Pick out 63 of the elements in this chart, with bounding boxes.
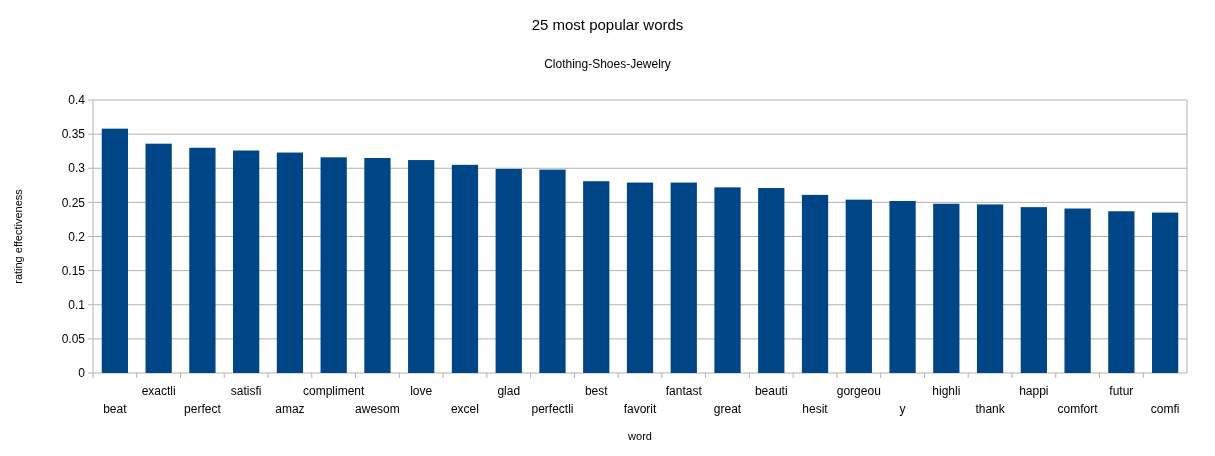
bar xyxy=(408,160,435,373)
y-tick-label: 0.25 xyxy=(61,195,86,210)
x-tick-label: favorit xyxy=(623,402,657,416)
bar xyxy=(758,188,785,373)
x-tick-label: love xyxy=(410,384,433,398)
x-tick-label: amaz xyxy=(275,402,305,416)
bar xyxy=(1064,208,1091,373)
x-tick-label: perfect xyxy=(184,402,222,416)
x-tick-label: y xyxy=(899,402,906,416)
bar xyxy=(145,143,172,373)
x-tick-label: comfi xyxy=(1150,402,1180,416)
chart-title: 25 most popular words xyxy=(531,16,684,33)
x-tick-label: happi xyxy=(1019,384,1049,398)
y-tick-label: 0.3 xyxy=(68,161,86,176)
y-tick-label: 0.05 xyxy=(61,332,86,347)
y-tick-label: 0 xyxy=(78,366,86,381)
x-tick-label: great xyxy=(713,402,742,416)
bar xyxy=(1108,211,1135,373)
x-tick-label: highli xyxy=(932,384,961,398)
bar xyxy=(933,203,960,373)
bar xyxy=(845,199,872,373)
y-tick-label: 0.15 xyxy=(61,263,86,278)
x-tick-label: thank xyxy=(975,402,1006,416)
x-tick-label: beauti xyxy=(754,384,788,398)
chart-subtitle: Clothing-Shoes-Jewelry xyxy=(544,57,671,71)
x-tick-label: exactli xyxy=(141,384,176,398)
x-tick-label: best xyxy=(584,384,609,398)
x-tick-label: satisfi xyxy=(230,384,262,398)
bar xyxy=(276,152,304,373)
bar xyxy=(583,181,610,373)
x-tick-label: futur xyxy=(1109,384,1134,398)
bar xyxy=(670,182,697,373)
bar xyxy=(451,164,479,373)
bar xyxy=(714,187,741,373)
bar xyxy=(539,169,566,373)
x-tick-label: excel xyxy=(450,402,479,416)
y-tick-label: 0.35 xyxy=(61,127,86,142)
x-tick-label: glad xyxy=(497,384,521,398)
x-tick-label: compliment xyxy=(303,384,366,398)
x-tick-label: gorgeou xyxy=(836,384,881,398)
x-tick-label: perfectli xyxy=(531,402,574,416)
bar xyxy=(364,158,391,373)
x-tick-label: fantast xyxy=(665,384,703,398)
bar xyxy=(495,168,522,373)
bar xyxy=(801,194,829,373)
y-tick-label: 0.4 xyxy=(68,93,86,108)
bar xyxy=(889,201,916,373)
bar xyxy=(1151,212,1179,373)
bar xyxy=(101,128,129,373)
bar xyxy=(976,204,1004,373)
x-tick-label: hesit xyxy=(802,402,829,416)
bar xyxy=(320,157,347,373)
x-axis-title: word xyxy=(627,430,652,442)
y-axis-title: rating effectiveness xyxy=(12,188,24,284)
bar xyxy=(189,147,216,373)
y-tick-label: 0.2 xyxy=(68,229,86,244)
x-tick-label: comfort xyxy=(1057,402,1099,416)
y-tick-label: 0.1 xyxy=(68,297,86,312)
x-tick-label: awesom xyxy=(355,402,400,416)
bar xyxy=(1020,207,1047,373)
bar xyxy=(233,150,260,373)
bar xyxy=(626,182,654,373)
x-tick-label: beat xyxy=(103,402,128,416)
